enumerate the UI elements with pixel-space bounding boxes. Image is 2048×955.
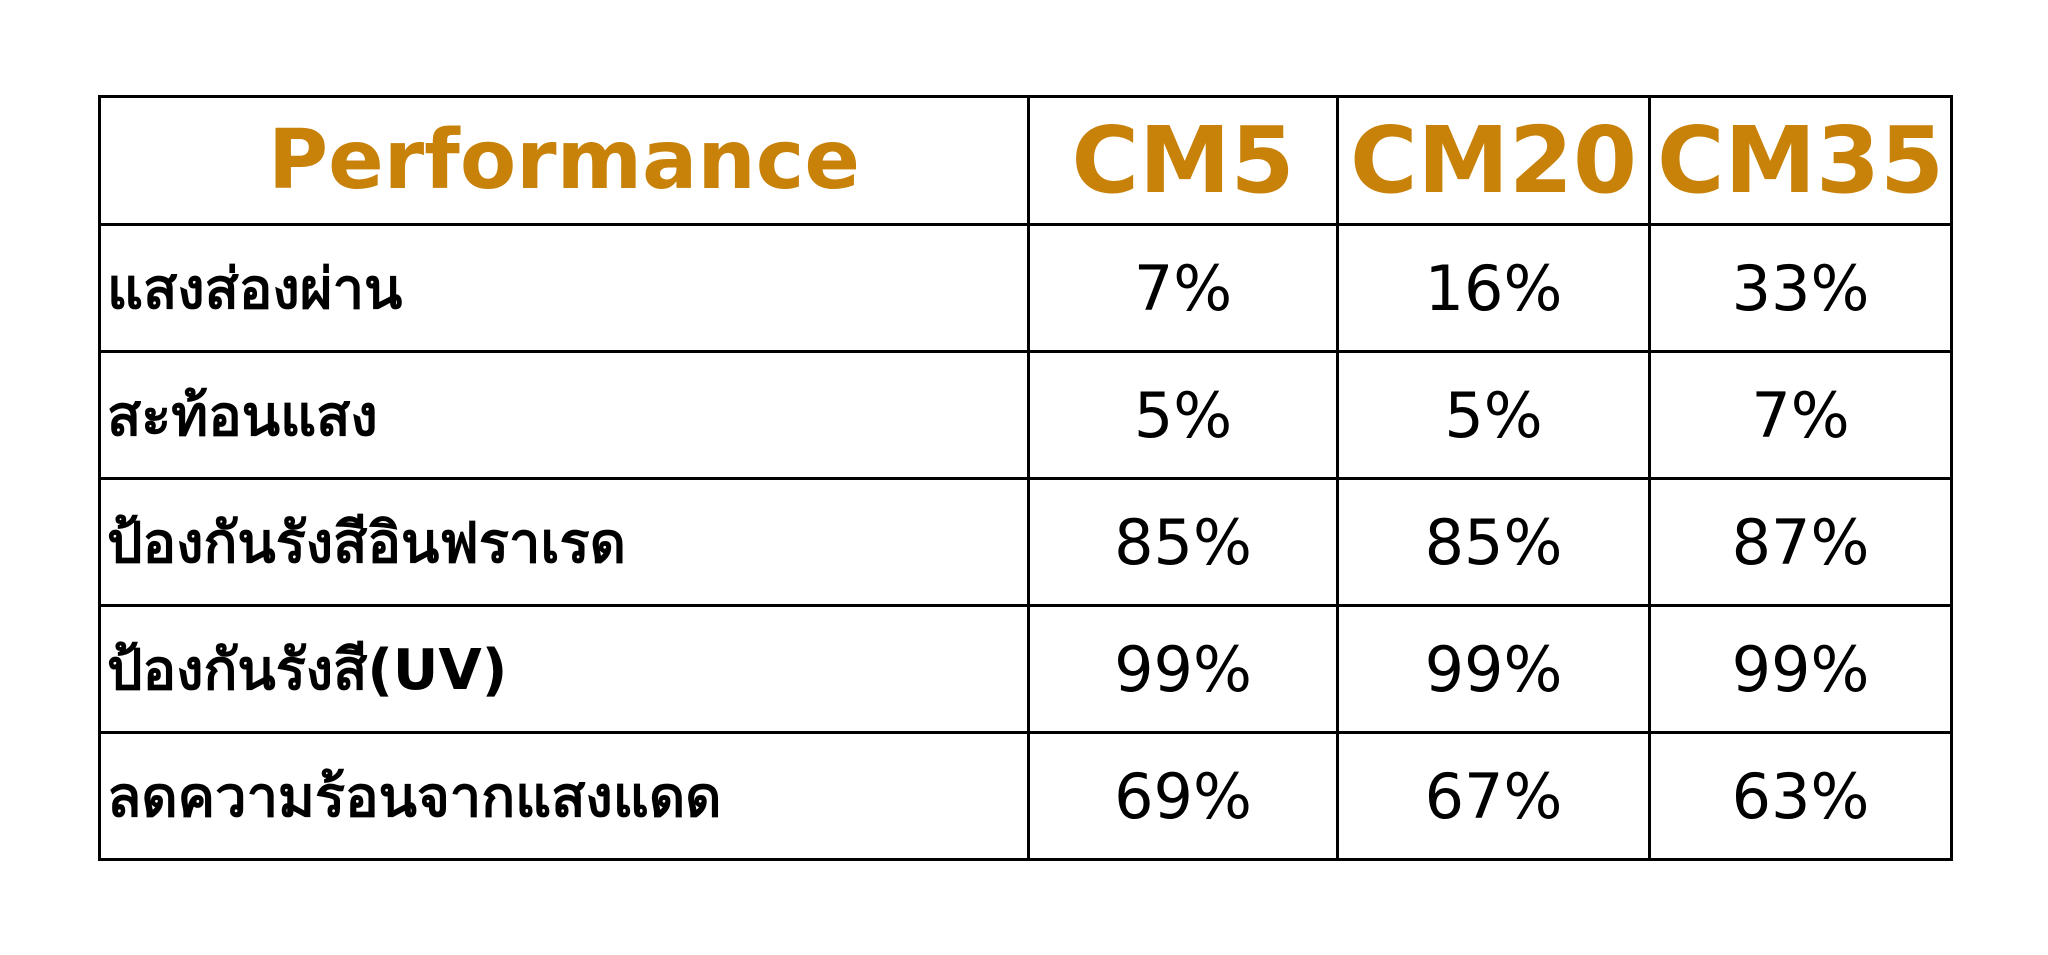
- header-cm35: CM35: [1648, 95, 1953, 226]
- cell-value: 99%: [1027, 604, 1339, 734]
- cell-value: 99%: [1648, 604, 1953, 734]
- cell-value: 85%: [1027, 477, 1339, 607]
- table-row: ป้องกันรังสี(UV) 99% 99% 99%: [98, 604, 1953, 734]
- cell-value: 5%: [1027, 350, 1339, 480]
- cell-value: 33%: [1648, 223, 1953, 353]
- cell-value: 87%: [1648, 477, 1953, 607]
- header-performance: Performance: [98, 95, 1030, 226]
- cell-value: 16%: [1336, 223, 1651, 353]
- row-label: ลดความร้อนจากแสงแดด: [98, 731, 1030, 861]
- cell-value: 69%: [1027, 731, 1339, 861]
- header-cm20: CM20: [1336, 95, 1651, 226]
- row-label: สะท้อนแสง: [98, 350, 1030, 480]
- table-row: ป้องกันรังสีอินฟราเรด 85% 85% 87%: [98, 477, 1953, 607]
- cell-value: 63%: [1648, 731, 1953, 861]
- table-row: สะท้อนแสง 5% 5% 7%: [98, 350, 1953, 480]
- table-row: ลดความร้อนจากแสงแดด 69% 67% 63%: [98, 731, 1953, 861]
- cell-value: 7%: [1648, 350, 1953, 480]
- cell-value: 7%: [1027, 223, 1339, 353]
- row-label: แสงส่องผ่าน: [98, 223, 1030, 353]
- row-label: ป้องกันรังสีอินฟราเรด: [98, 477, 1030, 607]
- header-cm5: CM5: [1027, 95, 1339, 226]
- performance-table: Performance CM5 CM20 CM35 แสงส่องผ่าน 7%…: [98, 95, 1953, 861]
- cell-value: 99%: [1336, 604, 1651, 734]
- cell-value: 85%: [1336, 477, 1651, 607]
- cell-value: 67%: [1336, 731, 1651, 861]
- table-row: แสงส่องผ่าน 7% 16% 33%: [98, 223, 1953, 353]
- row-label: ป้องกันรังสี(UV): [98, 604, 1030, 734]
- header-row: Performance CM5 CM20 CM35: [98, 95, 1953, 226]
- cell-value: 5%: [1336, 350, 1651, 480]
